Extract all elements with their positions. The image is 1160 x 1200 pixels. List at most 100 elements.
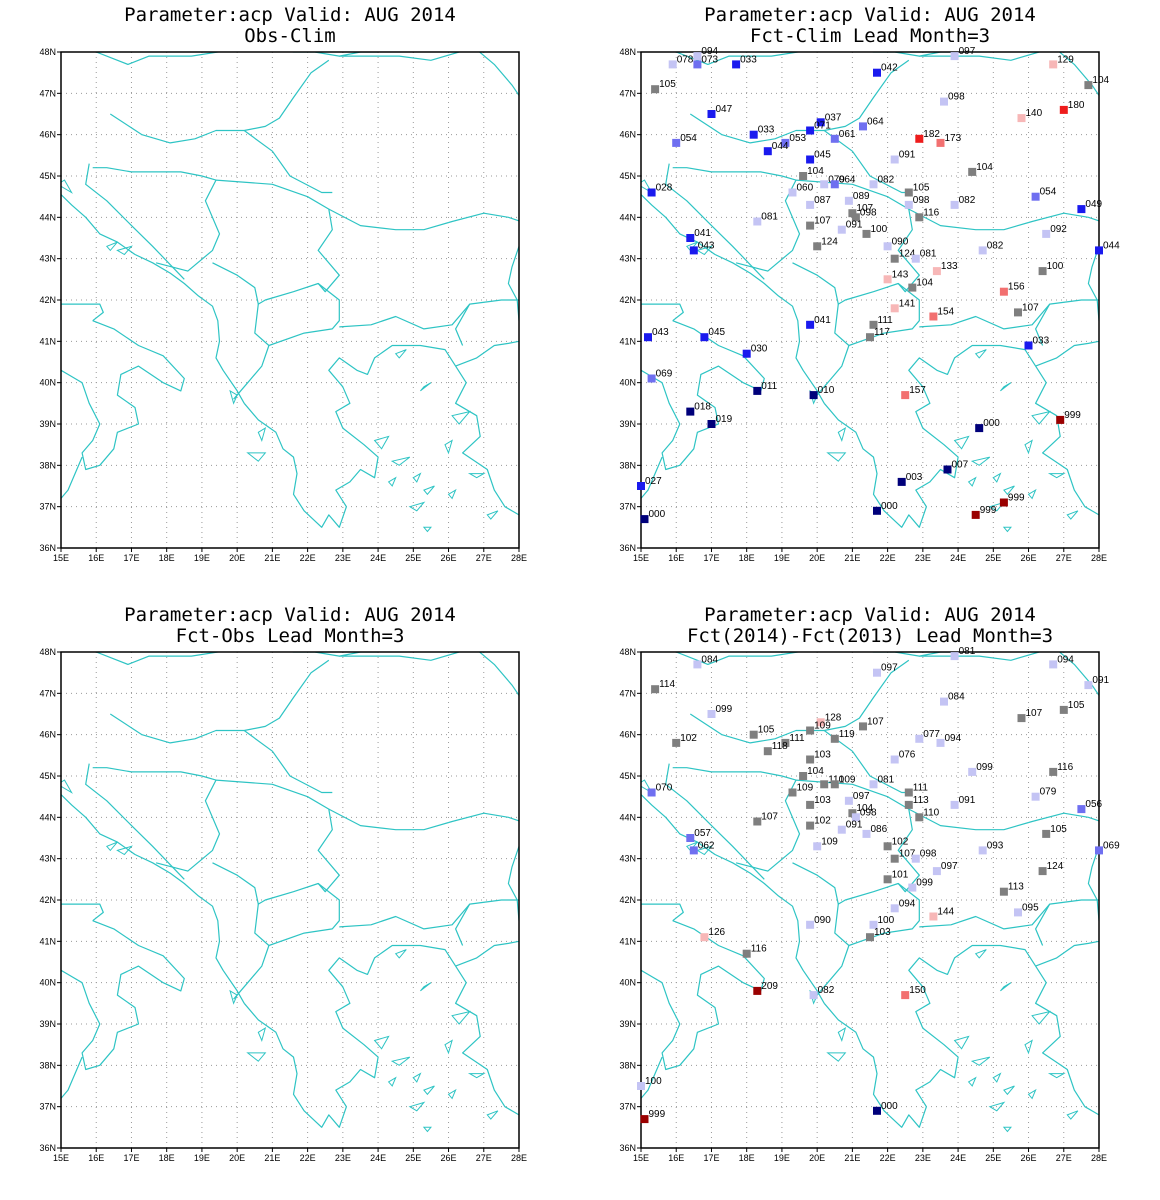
- station-marker: [693, 60, 702, 69]
- island: [422, 526, 432, 533]
- y-tick-label: 48N: [619, 47, 636, 57]
- station-marker: [816, 718, 825, 727]
- station-marker: [1095, 846, 1103, 855]
- station-value-label: 104: [976, 162, 993, 173]
- station-marker: [851, 813, 860, 822]
- station-marker: [813, 242, 822, 251]
- x-tick-label: 18E: [159, 1153, 175, 1163]
- x-tick-label: 24E: [950, 1153, 966, 1163]
- station-marker: [932, 267, 941, 276]
- island: [837, 1027, 847, 1042]
- station-marker: [806, 221, 815, 230]
- country-border: [233, 304, 270, 400]
- coastline: [361, 565, 460, 582]
- station-value-label: 116: [751, 944, 767, 955]
- y-tick-label: 38N: [619, 460, 636, 470]
- station-value-label: 104: [807, 766, 824, 777]
- station-marker: [869, 780, 878, 789]
- country-border: [908, 208, 1099, 231]
- coastline: [641, 903, 684, 922]
- station-value-label: 090: [814, 915, 831, 926]
- country-border: [675, 652, 959, 666]
- station-value-label: 999: [1008, 493, 1025, 504]
- station-value-label: 098: [948, 92, 965, 103]
- x-tick-label: 17E: [123, 553, 139, 563]
- station-marker: [637, 1082, 645, 1090]
- station-value-label: 076: [899, 750, 916, 761]
- station-value-label: 104: [916, 278, 933, 289]
- station-marker: [1095, 246, 1103, 255]
- station-value-label: 105: [913, 183, 930, 194]
- station-marker: [844, 196, 853, 205]
- y-tick-label: 36N: [619, 1143, 636, 1153]
- x-tick-label: 28E: [1091, 1153, 1107, 1163]
- station-marker: [806, 726, 815, 735]
- station-value-label: 054: [1040, 187, 1057, 198]
- panel-title-line2: Fct-Clim Lead Month=3: [749, 25, 991, 47]
- station-marker: [968, 167, 977, 176]
- station-value-label: 084: [701, 654, 718, 665]
- coastline: [1087, 845, 1099, 921]
- island: [641, 179, 653, 194]
- x-tick-label: 18E: [159, 553, 175, 563]
- station-value-label: 047: [716, 104, 733, 115]
- country-border: [455, 303, 471, 346]
- panel-fct-diff: Parameter:acp Valid: AUG 2014 Fct(2014)-…: [580, 600, 1160, 1200]
- coastline: [941, 565, 1040, 582]
- station-marker: [890, 755, 899, 764]
- station-marker: [929, 312, 938, 321]
- island: [420, 982, 432, 992]
- coastline: [641, 320, 765, 471]
- station-value-label: 062: [698, 840, 715, 851]
- station-marker: [999, 287, 1008, 296]
- station-value-label: 107: [1026, 708, 1043, 719]
- x-tick-label: 25E: [405, 1153, 421, 1163]
- station-marker: [1084, 81, 1093, 90]
- station-value-label: 045: [814, 150, 831, 161]
- station-value-label: 049: [1085, 199, 1102, 210]
- island: [444, 439, 453, 455]
- coastline: [61, 920, 185, 1071]
- station-marker: [788, 188, 797, 197]
- country-border: [675, 52, 959, 66]
- station-value-label: 094: [899, 898, 916, 909]
- station-marker: [809, 991, 818, 1000]
- station-value-label: 102: [814, 816, 831, 827]
- country-border: [1035, 903, 1051, 946]
- coastline: [1087, 245, 1099, 321]
- island: [967, 1076, 977, 1087]
- station-value-label: 117: [874, 327, 890, 338]
- station-marker: [1077, 805, 1086, 814]
- station-value-label: 100: [871, 224, 888, 235]
- y-tick-label: 37N: [619, 1102, 636, 1112]
- station-value-label: 097: [959, 46, 976, 57]
- y-tick-label: 38N: [39, 460, 56, 470]
- station-value-label: 104: [1092, 75, 1109, 86]
- station-marker: [897, 477, 906, 486]
- station-value-label: 081: [878, 774, 895, 785]
- station-value-label: 042: [881, 63, 898, 74]
- x-tick-label: 22E: [880, 1153, 896, 1163]
- coastline: [823, 344, 1099, 528]
- station-marker: [950, 200, 959, 209]
- x-tick-label: 15E: [633, 553, 649, 563]
- island: [1002, 526, 1012, 533]
- y-tick-label: 42N: [619, 295, 636, 305]
- island: [390, 456, 411, 466]
- station-value-label: 007: [952, 460, 969, 471]
- coastline: [61, 1056, 83, 1099]
- station-marker: [689, 846, 698, 855]
- station-value-label: 091: [1092, 675, 1109, 686]
- island: [1000, 982, 1012, 992]
- station-value-label: 069: [656, 369, 673, 380]
- station-marker: [1014, 308, 1022, 317]
- station-value-label: 003: [906, 472, 923, 483]
- station-value-label: 011: [761, 381, 777, 392]
- station-marker: [809, 391, 818, 400]
- station-marker: [848, 809, 857, 818]
- station-marker: [707, 420, 716, 428]
- coastline: [61, 456, 83, 499]
- country-border: [1058, 652, 1099, 697]
- station-marker: [820, 180, 829, 189]
- panel-fct-obs: Parameter:acp Valid: AUG 2014 Fct-Obs Le…: [0, 600, 580, 1200]
